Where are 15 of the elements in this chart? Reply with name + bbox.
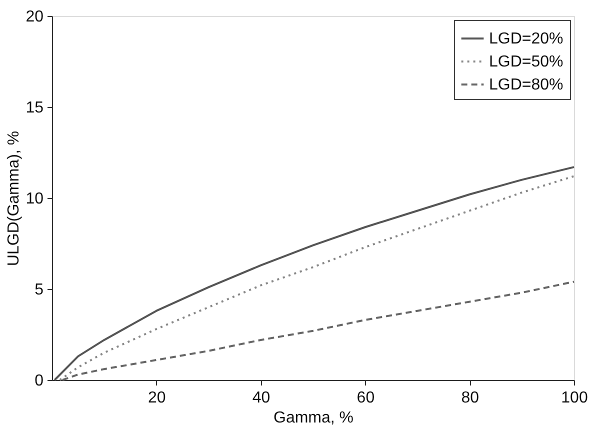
legend-label: LGD=50% (489, 54, 564, 70)
y-tick-label: 0 (34, 372, 44, 390)
y-tick-label: 10 (26, 190, 44, 208)
legend-label: LGD=80% (489, 76, 564, 94)
y-tick-label: 20 (26, 8, 44, 26)
y-axis-title: ULGD(Gamma), % (6, 130, 23, 266)
y-tick-label: 5 (34, 282, 44, 298)
x-tick-label: 60 (356, 390, 375, 406)
x-tick-label: 100 (561, 390, 588, 406)
legend-label: LGD=20% (489, 30, 564, 48)
x-tick-label: 20 (148, 390, 166, 406)
y-tick-label: 15 (26, 100, 44, 116)
x-tick-label: 40 (252, 390, 270, 406)
x-axis-title: Gamma, % (273, 410, 354, 426)
x-tick-label: 80 (461, 390, 480, 406)
